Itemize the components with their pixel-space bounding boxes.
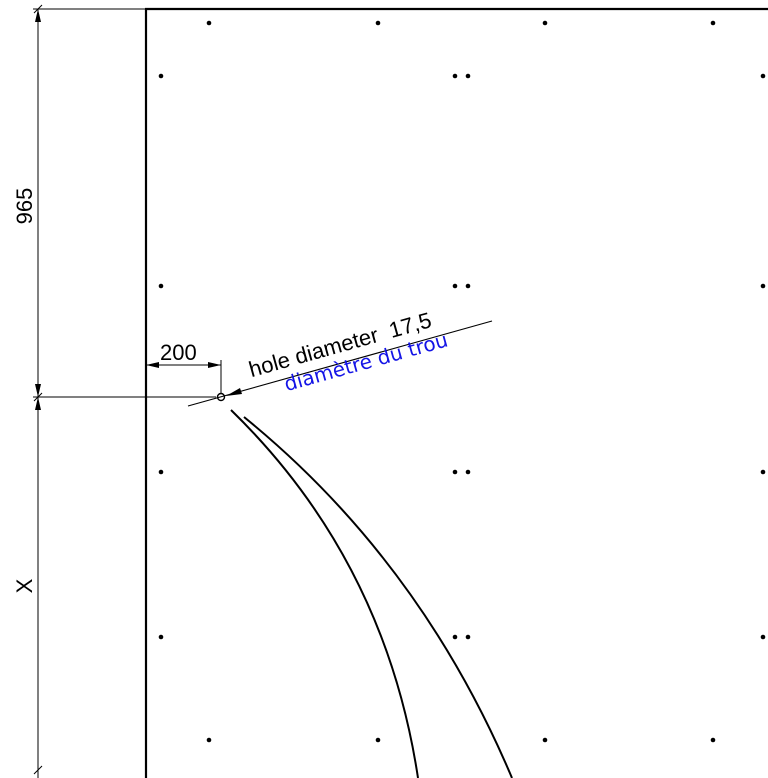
hole-dot bbox=[158, 634, 164, 640]
arrow-middle-down bbox=[35, 397, 41, 410]
hole-dot bbox=[375, 737, 381, 743]
arrow-middle-up bbox=[35, 384, 41, 397]
hole-dot bbox=[710, 737, 716, 743]
hole-dot bbox=[760, 73, 766, 79]
hole-dot bbox=[206, 20, 212, 26]
tick-bottom bbox=[33, 765, 43, 775]
hole-dot bbox=[452, 634, 458, 640]
hole-leader bbox=[187, 320, 493, 407]
hole-dot bbox=[710, 20, 716, 26]
hole-dot bbox=[760, 469, 766, 475]
hole-dot bbox=[465, 469, 471, 475]
hole-dot bbox=[452, 283, 458, 289]
swing-arc-inner bbox=[230, 409, 419, 778]
hole-dot bbox=[465, 283, 471, 289]
hole-note: hole diameter 17,5 diamètre du trou bbox=[246, 307, 450, 396]
swing-arcs bbox=[230, 409, 513, 778]
hole-dot bbox=[158, 283, 164, 289]
arrow-top-down bbox=[35, 9, 41, 22]
hole-dot bbox=[760, 283, 766, 289]
hole-dot bbox=[452, 73, 458, 79]
arrow-left bbox=[146, 362, 159, 368]
hole-dot bbox=[158, 73, 164, 79]
hole-dot bbox=[158, 469, 164, 475]
hole-dot bbox=[465, 634, 471, 640]
panel-holes bbox=[158, 20, 766, 743]
swing-arc-outer bbox=[243, 416, 513, 778]
dimension-965-label: 965 bbox=[12, 188, 37, 225]
dimension-200-label: 200 bbox=[160, 340, 197, 365]
arrow-right bbox=[208, 362, 221, 368]
leader-arrow bbox=[226, 388, 242, 396]
hole-dot bbox=[452, 469, 458, 475]
hole-dot bbox=[760, 634, 766, 640]
panel-outline bbox=[144, 7, 768, 778]
horizontal-dimension bbox=[146, 360, 222, 394]
dimension-x-label: X bbox=[12, 578, 37, 593]
hole-dot bbox=[375, 20, 381, 26]
vertical-dimension bbox=[33, 4, 216, 778]
hole-dot bbox=[465, 73, 471, 79]
hole-circle bbox=[216, 392, 226, 402]
hole-dot bbox=[542, 20, 548, 26]
hole-dot bbox=[542, 737, 548, 743]
hole-dot bbox=[206, 737, 212, 743]
